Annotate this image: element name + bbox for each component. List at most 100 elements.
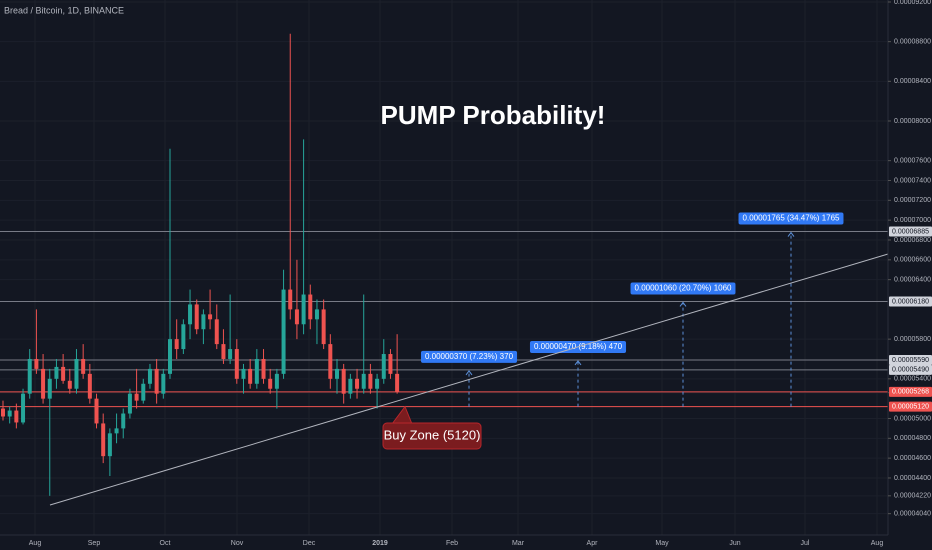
candle-body bbox=[368, 373, 373, 389]
y-tick-label: 0.00007200 bbox=[894, 197, 931, 204]
candle-body bbox=[274, 373, 279, 389]
buy-zone-label: Buy Zone (5120) bbox=[384, 427, 481, 442]
target-label: 0.00001060 (20.70%) 1060 bbox=[635, 284, 733, 293]
candle-body bbox=[168, 339, 172, 374]
y-tick-label: 0.00005000 bbox=[894, 415, 931, 422]
candle-body bbox=[74, 358, 79, 389]
candle-body bbox=[381, 354, 386, 379]
candle-body bbox=[141, 383, 146, 401]
level-label: 0.00005490 bbox=[892, 367, 929, 374]
candle-body bbox=[214, 319, 219, 345]
candle-body bbox=[114, 428, 119, 434]
candle-body bbox=[14, 410, 19, 423]
candle-body bbox=[87, 373, 92, 399]
candle-body bbox=[288, 289, 293, 310]
level-label: 0.00005268 bbox=[892, 389, 929, 396]
candle-body bbox=[21, 393, 26, 423]
target-label-bg bbox=[420, 350, 518, 363]
y-tick-label: 0.00007600 bbox=[894, 157, 931, 164]
y-tick-label: 0.00004220 bbox=[894, 493, 931, 500]
candle-body bbox=[201, 314, 206, 330]
candle-body bbox=[67, 380, 72, 389]
candle-body bbox=[188, 304, 193, 325]
y-tick-label: 0.00005800 bbox=[894, 336, 931, 343]
candle-body bbox=[81, 358, 86, 374]
candle-body bbox=[174, 339, 179, 350]
level-label-bg bbox=[889, 401, 932, 412]
x-tick-label: Jul bbox=[801, 540, 810, 547]
candle-body bbox=[234, 349, 239, 379]
y-tick-label: 0.00006800 bbox=[894, 237, 931, 244]
candle-body bbox=[294, 309, 299, 325]
candle-body bbox=[281, 289, 286, 374]
level-label: 0.00005120 bbox=[892, 403, 929, 410]
grid bbox=[0, 0, 888, 535]
candle-body bbox=[107, 433, 112, 457]
candle-body bbox=[361, 373, 366, 389]
x-tick-label: May bbox=[655, 540, 669, 547]
x-tick-label: 2019 bbox=[372, 540, 388, 547]
target-arrow-head bbox=[574, 360, 582, 366]
candle-body bbox=[27, 358, 32, 394]
x-tick-label: Dec bbox=[303, 540, 316, 547]
level-label-bg bbox=[889, 354, 932, 365]
level-label-bg bbox=[889, 226, 932, 237]
candle-body bbox=[321, 309, 326, 345]
candle-body bbox=[268, 378, 273, 389]
target-arrow-head bbox=[787, 231, 795, 237]
y-tick-label: 0.00005400 bbox=[894, 376, 931, 383]
y-tick-label: 0.00009200 bbox=[894, 0, 931, 6]
candle-body bbox=[54, 366, 59, 379]
x-tick-label: Mar bbox=[512, 540, 525, 547]
x-tick-label: Nov bbox=[231, 540, 244, 547]
candle-body bbox=[121, 413, 126, 429]
candle-body bbox=[221, 344, 226, 359]
target-label: 0.00001765 (34.47%) 1765 bbox=[743, 214, 841, 223]
y-tick-label: 0.00006400 bbox=[894, 276, 931, 283]
candle-body bbox=[181, 324, 186, 350]
x-tick-label: Aug bbox=[871, 540, 884, 547]
y-tick-label: 0.00008000 bbox=[894, 118, 931, 125]
y-tick-label: 0.00006600 bbox=[894, 257, 931, 264]
candle-body bbox=[388, 354, 393, 374]
candle-body bbox=[341, 368, 346, 394]
candle-body bbox=[161, 373, 166, 394]
candle-body bbox=[301, 294, 306, 325]
candle-body bbox=[355, 378, 360, 389]
level-label-bg bbox=[889, 364, 932, 375]
x-tick-label: Sep bbox=[88, 540, 101, 547]
x-tick-label: Oct bbox=[160, 540, 171, 547]
x-tick-label: Aug bbox=[29, 540, 42, 547]
y-tick-label: 0.00007400 bbox=[894, 177, 931, 184]
chart-title: PUMP Probability! bbox=[381, 100, 606, 130]
buy-zone-box bbox=[382, 422, 482, 450]
candle-body bbox=[248, 368, 253, 384]
candle-body bbox=[194, 304, 199, 330]
candle-body bbox=[395, 373, 400, 392]
candle-body bbox=[228, 349, 233, 359]
candle-body bbox=[94, 398, 99, 424]
candle-body bbox=[154, 368, 159, 394]
candle-body bbox=[134, 393, 139, 401]
symbol-label: Bread / Bitcoin, 1D, BINANCE bbox=[4, 5, 124, 15]
candle-body bbox=[375, 378, 380, 389]
y-tick-label: 0.00008400 bbox=[894, 78, 931, 85]
candle-body bbox=[208, 314, 213, 320]
candle-body bbox=[328, 344, 333, 379]
target-label: 0.00000370 (7.23%) 370 bbox=[425, 352, 514, 361]
candle-body bbox=[314, 309, 319, 320]
level-label: 0.00006885 bbox=[892, 228, 929, 235]
x-tick-label: Jun bbox=[729, 540, 740, 547]
candle-body bbox=[34, 358, 39, 369]
candle-body bbox=[47, 378, 52, 399]
candle-body bbox=[101, 423, 106, 457]
level-label-bg bbox=[889, 296, 932, 307]
buy-zone-cover bbox=[393, 424, 411, 427]
candle-body bbox=[127, 393, 132, 414]
candle-body bbox=[335, 368, 339, 379]
candle-body bbox=[7, 410, 12, 417]
level-label: 0.00006180 bbox=[892, 298, 929, 305]
